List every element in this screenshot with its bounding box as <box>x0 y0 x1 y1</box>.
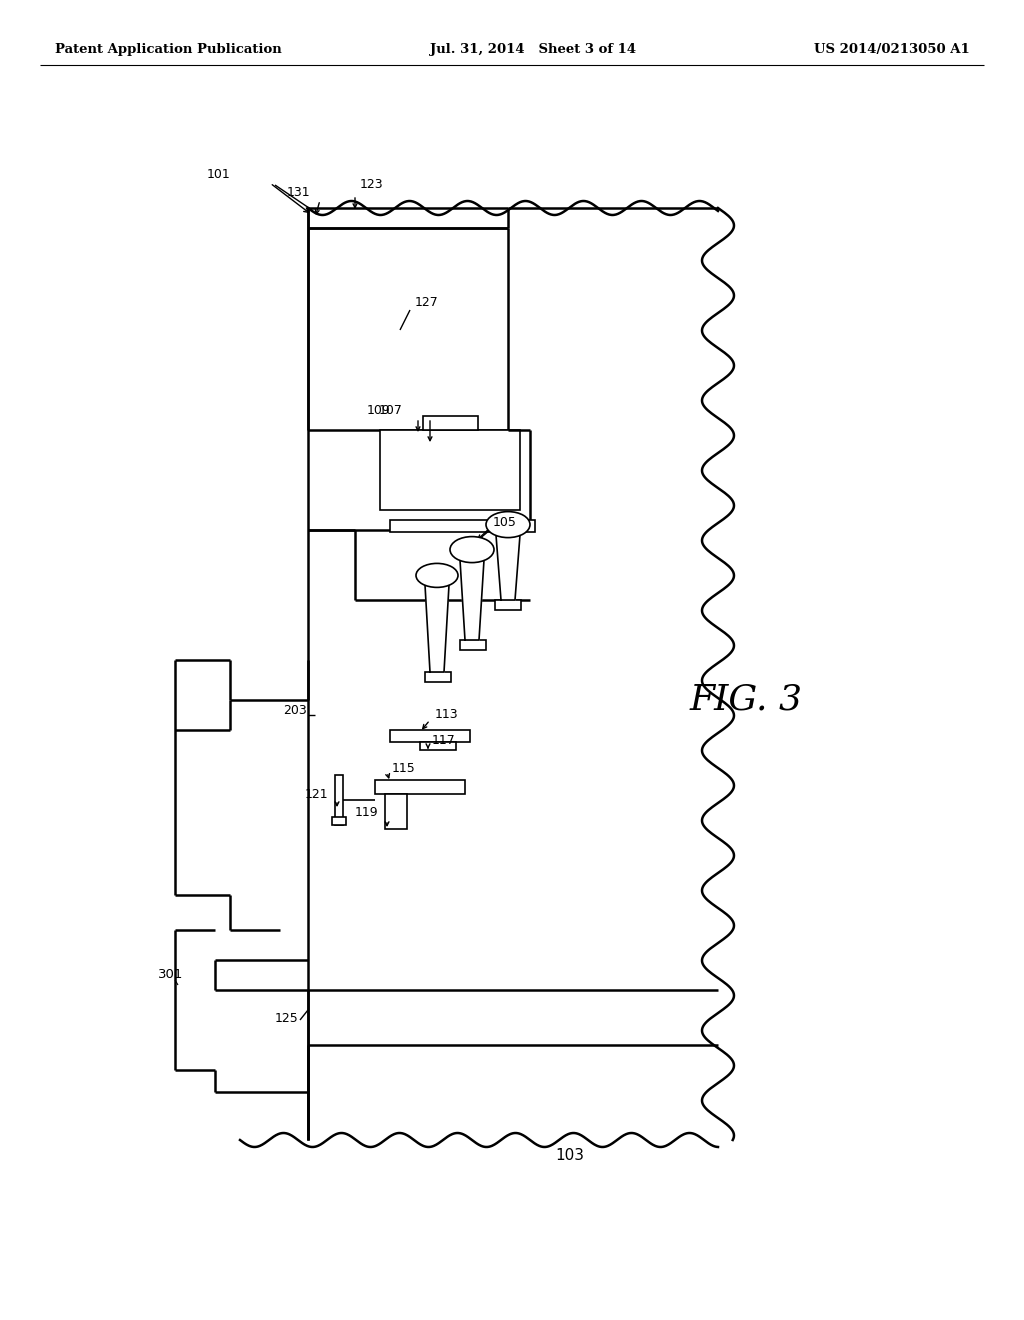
Text: 113: 113 <box>435 708 459 721</box>
Text: 103: 103 <box>555 1147 584 1163</box>
Bar <box>425 672 451 682</box>
Polygon shape <box>425 585 449 672</box>
Text: Jul. 31, 2014   Sheet 3 of 14: Jul. 31, 2014 Sheet 3 of 14 <box>430 44 636 57</box>
Bar <box>495 601 521 610</box>
Polygon shape <box>496 535 520 601</box>
Text: Patent Application Publication: Patent Application Publication <box>55 44 282 57</box>
Text: 203: 203 <box>284 704 307 717</box>
Text: 131: 131 <box>287 186 310 198</box>
Bar <box>420 742 456 750</box>
Ellipse shape <box>450 537 494 562</box>
Text: 107: 107 <box>379 404 403 417</box>
Text: FIG. 3: FIG. 3 <box>690 682 803 717</box>
Polygon shape <box>460 560 484 640</box>
Text: 119: 119 <box>354 805 378 818</box>
Bar <box>375 780 465 795</box>
Text: 117: 117 <box>432 734 456 747</box>
Bar <box>332 817 346 825</box>
Bar <box>423 416 478 430</box>
Text: 115: 115 <box>392 762 416 775</box>
Text: 109: 109 <box>367 404 390 417</box>
Text: 125: 125 <box>274 1011 298 1024</box>
Bar <box>380 430 520 510</box>
Bar <box>390 730 470 742</box>
Text: 121: 121 <box>304 788 328 801</box>
Text: 127: 127 <box>415 296 438 309</box>
Ellipse shape <box>486 512 530 537</box>
Text: 101: 101 <box>206 169 230 181</box>
Bar <box>460 640 486 649</box>
Bar <box>390 520 535 532</box>
Text: 123: 123 <box>360 178 384 191</box>
Text: 105: 105 <box>493 516 517 528</box>
Bar <box>335 775 343 825</box>
Text: 301: 301 <box>158 969 183 982</box>
Text: US 2014/0213050 A1: US 2014/0213050 A1 <box>814 44 970 57</box>
Ellipse shape <box>416 564 458 587</box>
Bar <box>385 795 407 829</box>
